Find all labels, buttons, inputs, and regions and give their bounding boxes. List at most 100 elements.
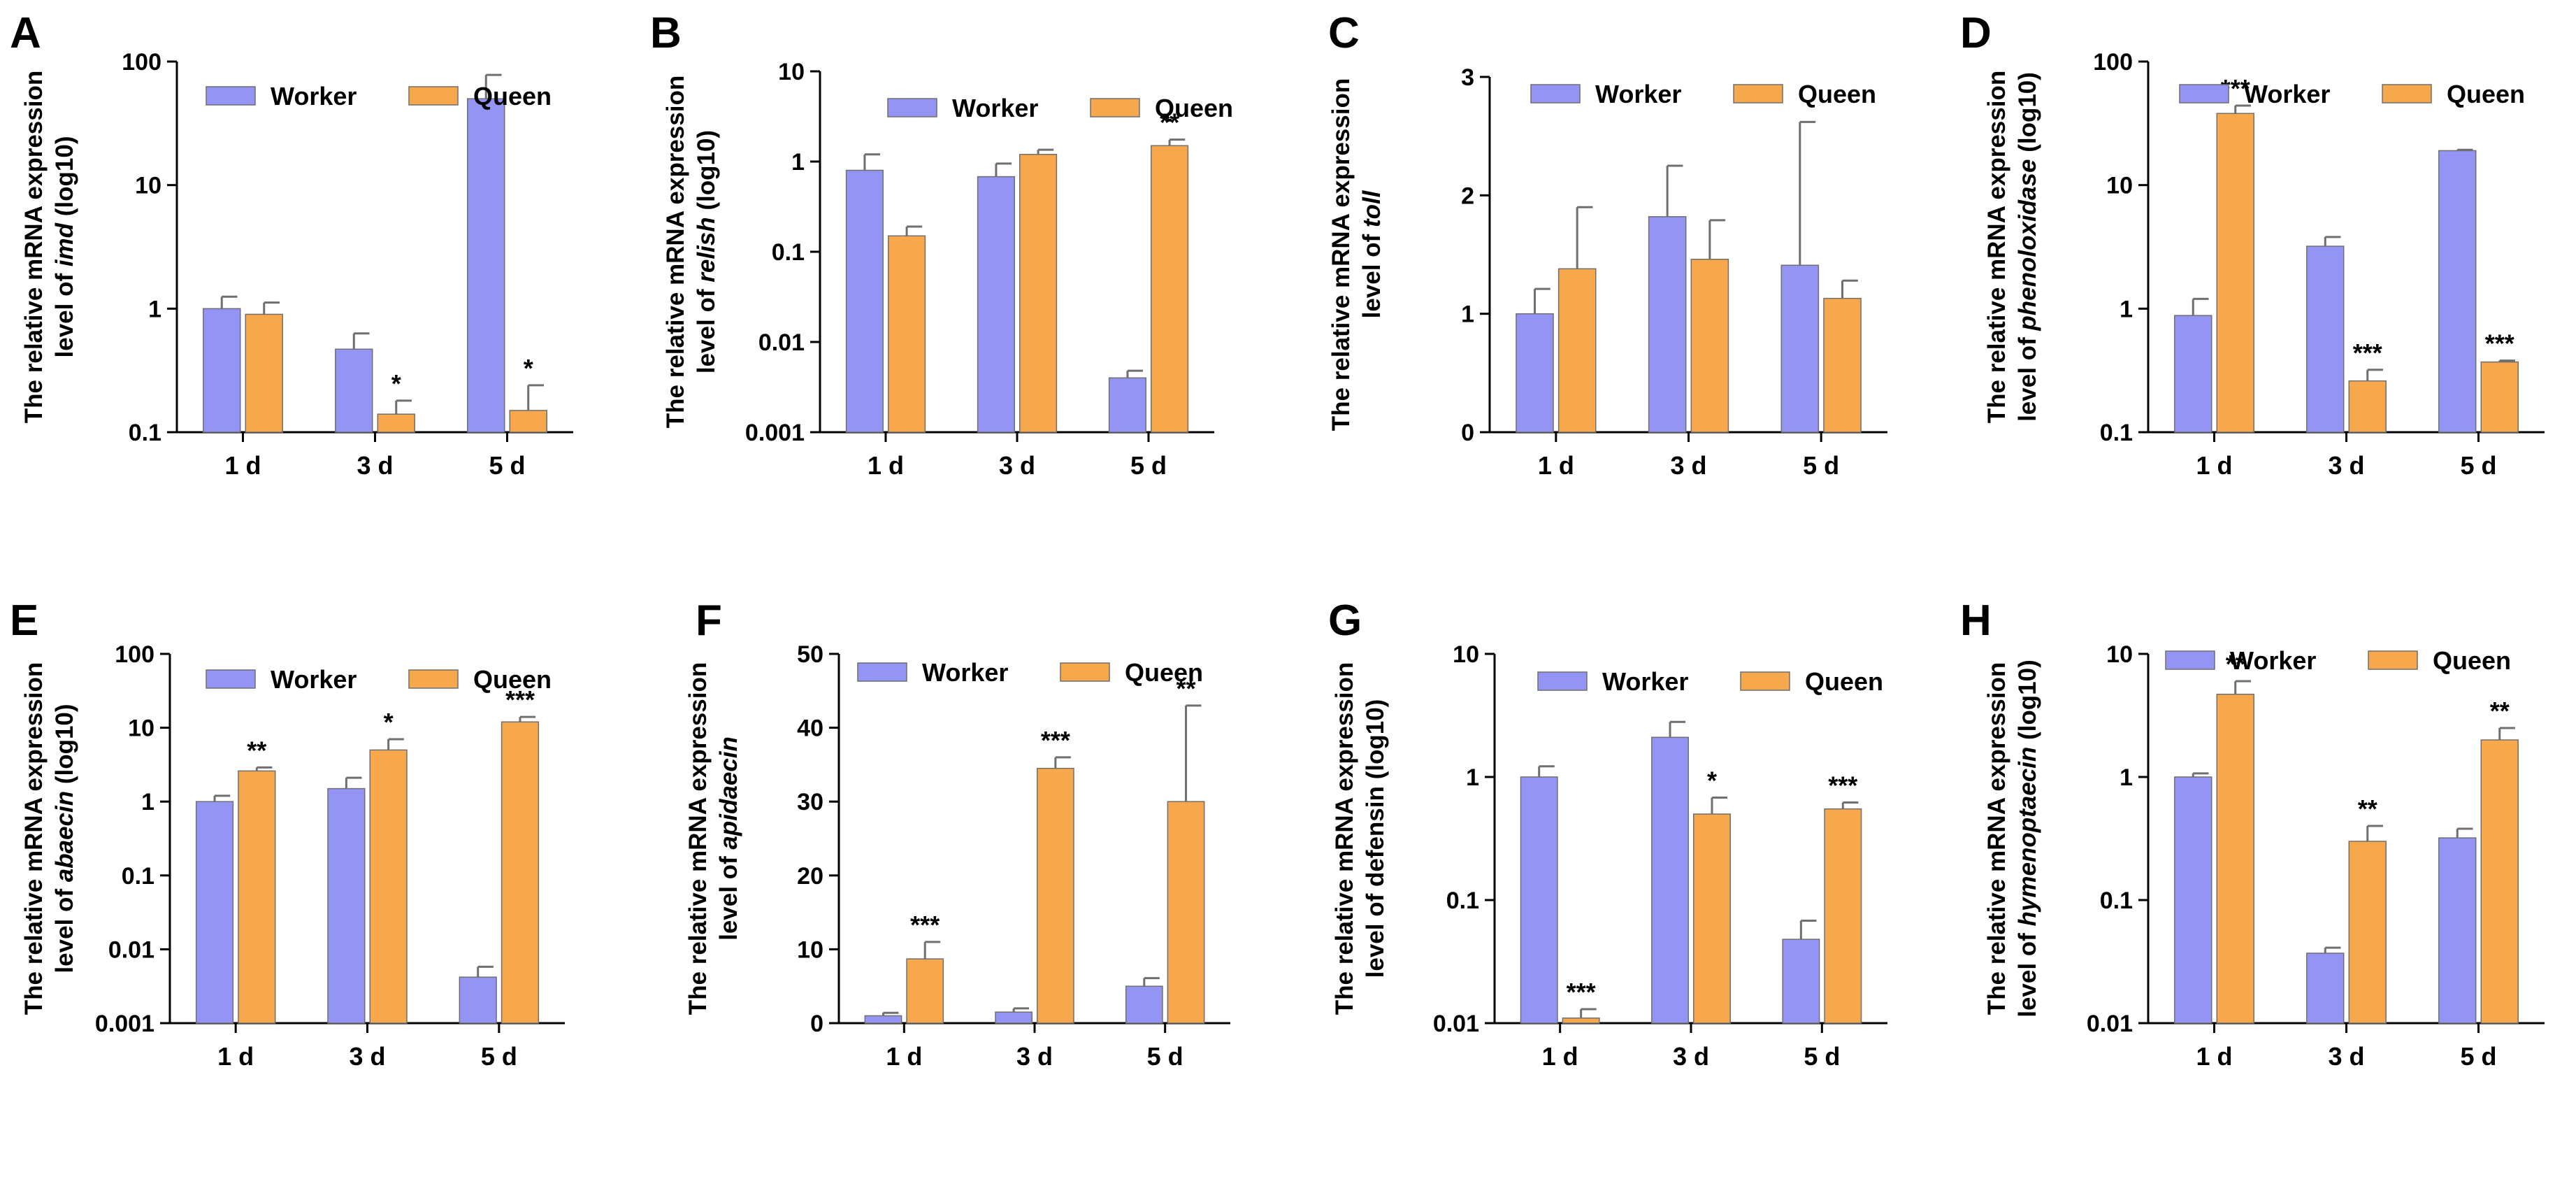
y-axis-label-segment: phenoloxidase — [2014, 159, 2041, 331]
y-tick-label: 50 — [797, 641, 823, 668]
bar-worker — [1780, 264, 1820, 433]
bar-queen — [2480, 739, 2519, 1024]
bar-queen — [1036, 767, 1074, 1024]
legend-swatch-queen — [1090, 98, 1140, 117]
y-axis-label-segment: (log10) — [51, 704, 78, 790]
x-tick-label: 3 d — [1016, 1042, 1053, 1071]
significance-label: * — [524, 354, 533, 383]
panel-h: H The relative mRNA expression level of hy… — [1960, 597, 2545, 1071]
y-tick-label: 1 — [1461, 301, 1474, 328]
legend: Worker Queen — [206, 82, 552, 110]
panel-g: G The relative mRNA expression level of de… — [1328, 597, 1887, 1071]
x-tick-label: 5 d — [1803, 451, 1839, 480]
y-axis-label-line-2: level of phenoloxidase (log10) — [2014, 72, 2041, 422]
x-tick-label: 1 d — [2196, 451, 2232, 480]
y-axis-label-segment: The relative mRNA expression — [1331, 662, 1358, 1015]
bar-worker — [1782, 939, 1820, 1024]
x-tick-label: 3 d — [1673, 1042, 1709, 1071]
x-tick-label: 1 d — [2196, 1042, 2232, 1071]
bar-worker — [845, 169, 884, 433]
panel-b: B The relative mRNA expression level of re… — [650, 9, 1233, 480]
bar-queen — [1824, 808, 1862, 1024]
y-tick-label: 30 — [797, 789, 823, 815]
y-tick-label: 3 — [1461, 64, 1474, 91]
legend: Worker Queen — [887, 94, 1233, 122]
x-tick-label: 1 d — [224, 451, 261, 480]
bar-worker — [1651, 736, 1690, 1024]
y-axis-label-segment: toll — [1358, 190, 1386, 227]
y-axis-label-segment: hymenoptaecin — [2014, 747, 2041, 927]
y-axis-label-segment: (log10) — [2014, 72, 2041, 159]
bar-worker — [1516, 313, 1554, 433]
panel-e: E The relative mRNA expression level of ab… — [10, 597, 565, 1071]
significance-label: * — [1707, 766, 1717, 794]
significance-label: *** — [2485, 329, 2514, 358]
y-tick-label: 40 — [797, 715, 823, 742]
bar-worker — [1108, 377, 1146, 433]
x-tick-label: 5 d — [2460, 451, 2496, 480]
bar-worker — [335, 348, 373, 433]
bar-worker — [2306, 245, 2345, 433]
y-tick-label: 100 — [115, 641, 154, 668]
legend-swatch-queen — [2382, 84, 2432, 104]
panel-label-g: G — [1328, 597, 1362, 645]
legend-label-worker: Worker — [271, 82, 357, 110]
y-tick-label: 1 — [2120, 764, 2133, 791]
x-tick-label: 5 d — [1130, 451, 1167, 480]
y-axis-label-line-1: The relative mRNA expression — [684, 662, 712, 1015]
bar-queen — [501, 721, 540, 1024]
significance-label: *** — [1041, 726, 1070, 755]
legend-label-queen: Queen — [473, 82, 552, 110]
legend-label-worker: Worker — [1595, 80, 1681, 108]
bar-queen — [1823, 297, 1862, 433]
y-axis-label-segment: (log10) — [2014, 659, 2041, 746]
significance-label: ** — [1160, 108, 1179, 137]
bar-queen — [2216, 693, 2254, 1024]
bar-worker — [2174, 315, 2212, 433]
y-tick-label: 100 — [122, 49, 161, 76]
y-axis-label-line-1: The relative mRNA expression — [1327, 78, 1355, 431]
bar-worker — [1125, 985, 1163, 1024]
legend-swatch-worker — [1530, 84, 1581, 104]
y-tick-label: 10 — [2106, 641, 2133, 668]
y-tick-label: 0.1 — [2100, 887, 2133, 914]
bar-worker — [995, 1011, 1033, 1024]
panel-label-f: F — [696, 597, 722, 645]
y-axis-label-segment: abaecin — [51, 791, 78, 882]
bar-queen — [238, 770, 276, 1024]
x-tick-label: 5 d — [481, 1042, 517, 1071]
y-axis-label-segment: imd — [51, 222, 78, 266]
legend-swatch-worker — [206, 669, 256, 689]
bar-worker — [459, 976, 497, 1024]
x-tick-label: 1 d — [217, 1042, 254, 1071]
y-axis-label-line-2: level of abaecin (log10) — [51, 704, 78, 973]
significance-label: ** — [1177, 674, 1196, 703]
bar-worker — [2174, 776, 2212, 1024]
y-tick-label: 0.001 — [745, 420, 805, 446]
panel-c: C The relative mRNA expression level of to… — [1327, 9, 1887, 480]
y-axis-label-line-2: level of apidaecin — [715, 736, 742, 941]
legend-swatch-queen — [1060, 662, 1110, 682]
y-tick-label: 0.01 — [2087, 1011, 2133, 1037]
panel-label-c: C — [1328, 9, 1360, 57]
y-tick-label: 0.1 — [772, 239, 805, 266]
y-axis-label-segment: relish — [693, 217, 720, 282]
y-axis-label-segment: level of — [693, 283, 720, 373]
y-tick-label: 0 — [810, 1011, 823, 1037]
legend-label-worker: Worker — [922, 658, 1008, 687]
legend-swatch-queen — [1733, 84, 1783, 104]
significance-label: *** — [505, 685, 535, 714]
bar-queen — [2348, 841, 2387, 1024]
y-tick-label: 0.01 — [1433, 1011, 1479, 1037]
y-tick-label: 0.1 — [1446, 887, 1479, 914]
y-axis-label-segment: (log10) — [51, 136, 78, 222]
y-axis-label-line-2: level of defensin (log10) — [1362, 699, 1389, 978]
y-axis-label-segment: level of — [51, 882, 78, 973]
panel-label-d: D — [1960, 9, 1992, 57]
significance-label: *** — [2353, 338, 2382, 367]
legend-label-queen: Queen — [1798, 80, 1876, 108]
bar-queen — [2216, 113, 2254, 433]
x-tick-label: 3 d — [1670, 451, 1706, 480]
bar-worker — [195, 801, 234, 1024]
y-tick-label: 10 — [135, 173, 161, 199]
